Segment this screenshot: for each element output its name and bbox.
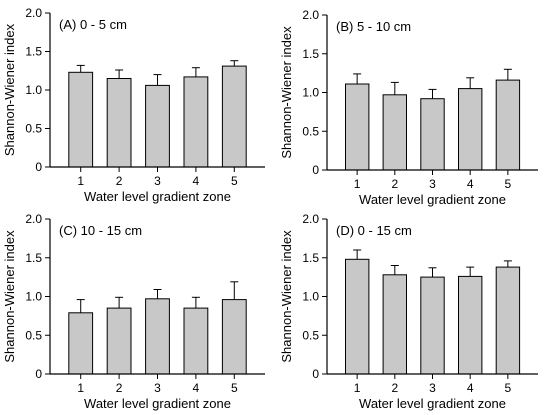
y-tick-label: 1.0 <box>302 86 319 100</box>
x-tick-label: 4 <box>467 177 474 191</box>
x-tick-label: 5 <box>505 177 512 191</box>
bar-zone-4 <box>458 275 483 375</box>
error-bar-zone-5 <box>230 281 239 300</box>
x-tick-label: 2 <box>391 177 398 191</box>
bar-zone-1 <box>345 83 370 171</box>
y-tick-label: 0.5 <box>25 122 42 136</box>
y-tick-label: 1.5 <box>302 251 319 265</box>
bar-zone-2 <box>106 78 132 168</box>
error-bar-zone-3 <box>428 267 437 278</box>
error-bar-zone-4 <box>191 67 200 77</box>
x-axis-label: Water level gradient zone <box>359 396 506 411</box>
bar-zone-3 <box>420 276 445 375</box>
error-bar-zone-1 <box>76 299 85 313</box>
error-bar-zone-2 <box>390 81 399 95</box>
x-tick-label: 3 <box>154 381 161 395</box>
y-tick-label: 2.0 <box>25 6 42 20</box>
panel-title: (A) 0 - 5 cm <box>59 17 127 32</box>
bar-zone-4 <box>458 88 483 171</box>
x-tick-label: 4 <box>193 174 200 188</box>
bar-zone-4 <box>183 307 209 375</box>
bar-zone-5 <box>495 79 521 171</box>
bar-zone-3 <box>145 84 170 168</box>
error-bar-zone-3 <box>153 289 162 299</box>
x-tick-label: 2 <box>116 381 123 395</box>
bar-zone-1 <box>345 258 370 375</box>
chart-panel-2: 0 0.5 1.0 1.5 2.0 1 2 3 4 5 (B) 5 - 10 cm Water lev… <box>279 8 538 207</box>
error-bar-zone-3 <box>153 74 162 86</box>
bar-zone-2 <box>106 307 132 375</box>
panel-title: (B) 5 - 10 cm <box>336 19 411 34</box>
x-tick-label: 2 <box>116 174 123 188</box>
error-bar-zone-1 <box>353 73 362 84</box>
x-tick-label: 4 <box>193 381 200 395</box>
x-tick-label: 3 <box>154 174 161 188</box>
x-tick-label: 1 <box>354 381 361 395</box>
x-tick-label: 2 <box>391 381 398 395</box>
chart-panel-1: 0 0.5 1.0 1.5 2.0 1 2 3 4 5 (A) 0 - 5 cm Water leve… <box>2 6 265 204</box>
y-tick-label: 1.5 <box>25 45 42 59</box>
y-tick-label: 0.5 <box>302 328 319 342</box>
bar-zone-5 <box>221 299 247 375</box>
y-axis-label: Shannon-Wiener index <box>2 230 17 363</box>
error-bar-zone-2 <box>115 69 124 79</box>
panel-title: (D) 0 - 15 cm <box>336 223 412 238</box>
y-tick-label: 1.0 <box>302 290 319 304</box>
bar-zone-3 <box>145 298 170 375</box>
bar-zone-2 <box>382 94 408 171</box>
x-axis-label: Water level gradient zone <box>84 189 231 204</box>
x-tick-label: 1 <box>354 177 361 191</box>
y-tick-label: 2.0 <box>302 212 319 226</box>
bar-zone-1 <box>68 71 94 168</box>
y-tick-label: 1.5 <box>302 47 319 61</box>
error-bar-zone-5 <box>230 60 239 67</box>
x-tick-label: 5 <box>231 174 238 188</box>
x-tick-label: 3 <box>429 177 436 191</box>
error-bar-zone-2 <box>115 296 124 309</box>
x-tick-label: 1 <box>77 381 84 395</box>
error-bar-zone-4 <box>466 77 475 89</box>
y-tick-label: 1.0 <box>25 83 42 97</box>
y-tick-label: 0 <box>312 367 319 381</box>
x-tick-label: 4 <box>467 381 474 395</box>
bar-zone-5 <box>221 65 247 168</box>
y-tick-label: 2.0 <box>25 212 42 226</box>
y-tick-label: 0 <box>312 163 319 177</box>
chart-panel-3: 0 0.5 1.0 1.5 2.0 1 2 3 4 5 (C) 10 - 15 cm Water le… <box>2 212 265 411</box>
error-bar-zone-4 <box>466 266 475 277</box>
x-tick-label: 5 <box>505 381 512 395</box>
error-bar-zone-4 <box>191 296 200 309</box>
y-tick-label: 1.5 <box>25 251 42 265</box>
y-tick-label: 0 <box>35 367 42 381</box>
y-axis-label: Shannon-Wiener index <box>2 23 17 156</box>
x-axis-label: Water level gradient zone <box>359 192 506 207</box>
y-axis-label: Shannon-Wiener index <box>279 230 294 363</box>
error-bar-zone-2 <box>390 265 399 275</box>
error-bar-zone-1 <box>353 249 362 260</box>
y-tick-label: 0.5 <box>25 328 42 342</box>
error-bar-zone-1 <box>76 64 85 73</box>
panel-title: (C) 10 - 15 cm <box>59 223 142 238</box>
bar-zone-2 <box>382 274 408 375</box>
x-tick-label: 3 <box>429 381 436 395</box>
y-tick-label: 2.0 <box>302 8 319 22</box>
y-tick-label: 0.5 <box>302 124 319 138</box>
error-bar-zone-5 <box>503 260 512 268</box>
chart-panel-4: 0 0.5 1.0 1.5 2.0 1 2 3 4 5 (D) 0 - 15 cm Water lev… <box>279 212 538 411</box>
y-tick-label: 0 <box>35 160 42 174</box>
bar-zone-5 <box>495 266 521 375</box>
bar-zone-3 <box>420 98 445 171</box>
y-axis-label: Shannon-Wiener index <box>279 26 294 159</box>
y-tick-label: 1.0 <box>25 290 42 304</box>
error-bar-zone-5 <box>503 68 512 81</box>
x-axis-label: Water level gradient zone <box>84 396 231 411</box>
bar-zone-1 <box>68 312 94 375</box>
error-bar-zone-3 <box>428 88 437 99</box>
bar-zone-4 <box>183 76 209 168</box>
x-tick-label: 5 <box>231 381 238 395</box>
x-tick-label: 1 <box>77 174 84 188</box>
